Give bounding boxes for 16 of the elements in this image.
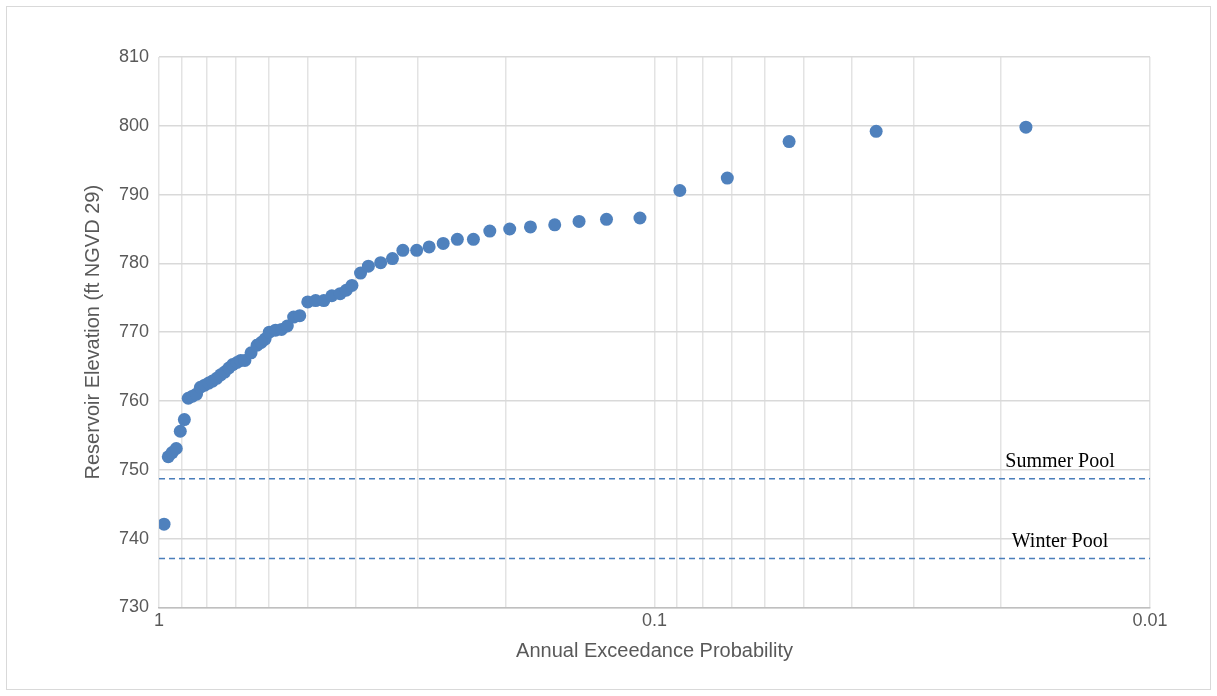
- y-tick-label: 800: [118, 114, 150, 135]
- x-axis-title: Annual Exceedance Probability: [516, 638, 793, 661]
- y-tick-label: 760: [118, 389, 150, 410]
- y-tick-label: 790: [118, 183, 150, 204]
- y-tick-label: 740: [118, 527, 150, 548]
- y-tick-label: 750: [118, 458, 150, 479]
- ref-line-label: Winter Pool: [1011, 528, 1109, 551]
- y-axis-title: Reservoir Elevation (ft NGVD 29): [80, 184, 103, 480]
- x-tick-label: 0.1: [642, 610, 668, 631]
- x-tick-label: 0.01: [1132, 610, 1168, 631]
- ref-line-label: Summer Pool: [1005, 448, 1116, 471]
- y-tick-label: 770: [118, 321, 150, 342]
- y-tick-label: 730: [118, 596, 150, 617]
- y-tick-label: 810: [118, 45, 150, 66]
- y-tick-label: 780: [118, 252, 150, 273]
- x-tick-label: 1: [154, 610, 165, 631]
